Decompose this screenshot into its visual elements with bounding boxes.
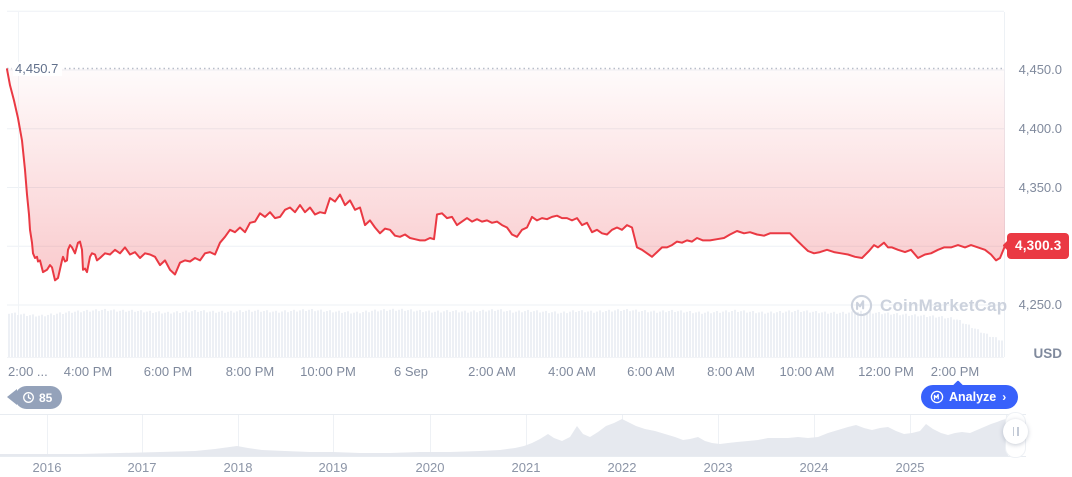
year-label: 2017 [127, 460, 157, 475]
x-axis-tick: 4:00 PM [63, 364, 113, 379]
navigator-handle[interactable] [1003, 419, 1028, 444]
price-line [6, 68, 1006, 282]
coinmarketcap-watermark: CoinMarketCap [850, 294, 1007, 317]
year-label: 2025 [895, 460, 925, 475]
open-price-annotation: 4,450.7 [13, 62, 63, 76]
x-axis-tick: 6:00 PM [143, 364, 193, 379]
history-clock-icon [22, 391, 35, 404]
history-count: 85 [39, 390, 53, 405]
x-axis-tick: 10:00 PM [300, 364, 356, 379]
y-axis-tick: 4,400.0 [1018, 120, 1062, 136]
current-price-badge: 4,300.3 [1007, 232, 1070, 259]
navigator-series [0, 414, 1026, 457]
x-axis-tick: 2:00 AM [468, 364, 516, 379]
chevron-right-icon: › [1002, 390, 1007, 404]
year-label: 2018 [223, 460, 253, 475]
currency-label: USD [1033, 346, 1062, 361]
year-label: 2019 [318, 460, 348, 475]
year-label: 2024 [799, 460, 829, 475]
analyze-button[interactable]: Analyze › [921, 385, 1019, 409]
history-badge[interactable]: 85 [6, 386, 63, 409]
year-label: 2016 [32, 460, 62, 475]
year-label: 2020 [415, 460, 445, 475]
watermark-text: CoinMarketCap [880, 295, 1008, 315]
coinmarketcap-logo-icon [850, 294, 873, 317]
x-axis-tick: 8:00 PM [225, 364, 275, 379]
x-axis-tick: 6:00 AM [627, 364, 675, 379]
y-axis-tick: 4,450.0 [1018, 62, 1062, 77]
x-axis-tick: 12:00 PM [858, 364, 914, 379]
x-axis-tick: 4:00 AM [548, 364, 596, 379]
year-label: 2023 [703, 460, 733, 475]
x-axis-tick: 2:00 ... [8, 364, 48, 379]
x-axis-tick: 6 Sep [394, 364, 428, 379]
analyze-logo-icon [930, 390, 944, 404]
price-area [7, 68, 1005, 281]
y-axis-tick: 4,250.0 [1018, 297, 1062, 312]
analyze-label: Analyze [949, 390, 997, 404]
x-axis-tick: 2:00 PM [930, 364, 980, 379]
x-axis-tick: 8:00 AM [707, 364, 755, 379]
x-axis-tick: 10:00 AM [779, 364, 835, 379]
y-axis-tick: 4,350.0 [1018, 179, 1062, 195]
year-label: 2022 [607, 460, 637, 475]
volume-bars [8, 308, 1003, 357]
year-label: 2021 [511, 460, 541, 475]
